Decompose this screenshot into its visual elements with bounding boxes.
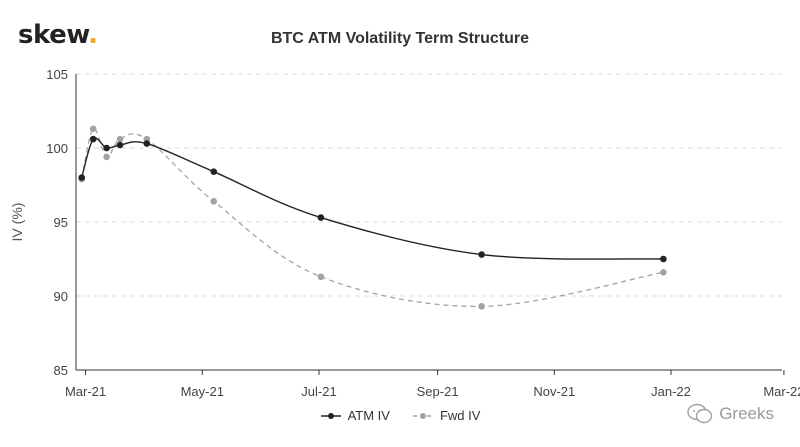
legend-marker-fwd-iv [412,412,433,419]
watermark-text: Greeks [719,404,774,423]
data-point-atm-iv [143,140,151,147]
y-axis-label: IV (%) [9,203,25,242]
watermark: Greeks [687,403,774,425]
data-point-atm-iv [478,251,485,258]
data-point-fwd-iv [660,269,667,276]
legend-label-fwd-iv: Fwd IV [439,408,481,423]
legend-item-fwd-iv[interactable]: Fwd IV [412,408,480,423]
x-tick-label: Jul-21 [301,384,336,399]
data-point-atm-iv [103,144,110,152]
y-tick-label: 100 [46,141,68,156]
data-point-fwd-iv [210,197,218,205]
data-point-fwd-iv [317,273,325,281]
x-tick-label: May-21 [181,384,224,399]
x-tick-label: Sep-21 [417,384,459,399]
chart-title: BTC ATM Volatility Term Structure [270,30,530,47]
data-point-atm-iv [78,174,86,181]
data-point-fwd-iv [116,135,124,143]
series-line-atm-iv [81,137,664,260]
x-tick-label: Mar-22 [763,384,800,399]
y-tick-label: 85 [54,363,68,378]
y-tick-label: 90 [54,289,68,304]
data-point-fwd-iv [103,153,110,161]
data-point-atm-iv [317,214,325,221]
chat-bubble-icon [687,403,713,424]
series-line-fwd-iv [81,128,664,308]
x-tick-label: Mar-21 [65,384,106,399]
chart-legend: ATM IV Fwd IV [0,408,800,423]
skew-logo: skew. [18,20,98,50]
x-tick-label: Jan-22 [651,384,691,399]
legend-item-atm-iv[interactable]: ATM IV [320,408,390,423]
data-point-fwd-iv [478,303,485,310]
y-tick-label: 105 [46,67,68,82]
data-point-atm-iv [89,135,97,143]
legend-label-atm-iv: ATM IV [347,408,390,423]
x-tick-label: Nov-21 [533,384,575,399]
data-point-atm-iv [116,141,124,149]
legend-marker-atm-iv [320,412,341,419]
y-tick-label: 95 [54,215,68,230]
data-point-atm-iv [210,168,218,175]
data-point-fwd-iv [89,125,97,133]
data-point-atm-iv [660,255,667,263]
